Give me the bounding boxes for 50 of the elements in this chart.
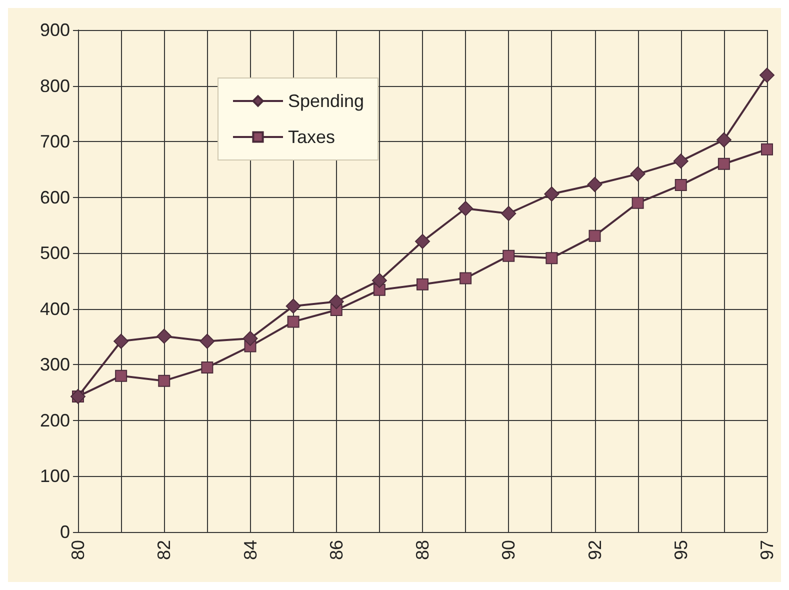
y-tick-label: 0 [60,522,70,542]
point [328,294,344,310]
y-tick-label: 100 [40,466,70,486]
point [760,68,774,83]
y-tick-label: 500 [40,243,70,264]
point [416,278,428,290]
x-tick-label: 84 [240,540,260,560]
legend-label: Spending [288,91,364,111]
y-tick-label: 900 [40,20,70,40]
x-tick-label: 82 [154,540,174,560]
y-tick-label: 400 [40,298,70,319]
point [674,179,687,192]
point [287,316,300,328]
point [630,166,646,182]
point [201,361,214,374]
point [546,252,558,264]
point [502,250,515,262]
x-tick-label: 92 [584,540,605,560]
point [718,158,730,170]
point [158,374,170,387]
point [200,334,215,349]
point [115,370,128,382]
point [156,328,172,344]
point [372,272,387,288]
point [761,143,773,156]
x-tick-label: 80 [68,540,88,560]
x-tick-label: 95 [670,540,691,560]
point [632,196,644,209]
y-tick-label: 300 [40,354,70,375]
y-tick-label: 700 [40,132,70,152]
x-tick-label: 90 [498,540,519,560]
point [501,206,516,222]
point [460,272,472,284]
legend-label: Taxes [288,127,336,147]
y-tick-label: 200 [40,410,70,430]
point [415,234,430,249]
point [587,177,602,192]
x-tick-label: 97 [757,540,777,560]
point [114,334,129,349]
point [673,154,688,169]
y-tick-label: 800 [40,76,70,96]
point [588,230,601,242]
point [544,186,560,202]
y-tick-label: 600 [40,187,70,208]
x-tick-label: 88 [412,540,432,560]
point [242,330,258,346]
point [458,200,474,216]
point [716,132,732,148]
point [286,298,301,314]
x-tick-label: 86 [326,540,346,560]
